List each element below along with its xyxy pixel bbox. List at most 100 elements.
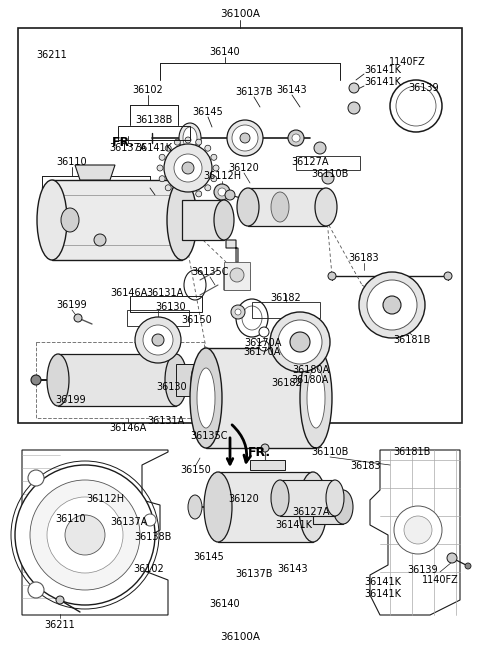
Circle shape [214,184,230,200]
Circle shape [56,596,64,604]
Bar [130,296,202,312]
Ellipse shape [190,348,222,448]
Bar [127,310,189,326]
Text: 36139: 36139 [408,83,439,93]
Text: 36137B: 36137B [235,87,273,97]
Ellipse shape [242,306,262,330]
Ellipse shape [232,125,258,151]
Circle shape [225,190,235,200]
Ellipse shape [315,188,337,226]
Circle shape [261,444,269,452]
Circle shape [213,165,219,171]
Circle shape [28,470,44,486]
Ellipse shape [333,490,353,524]
Text: 36110: 36110 [57,157,87,167]
Text: 36143: 36143 [277,563,308,574]
Text: 36120: 36120 [228,163,259,173]
Ellipse shape [299,472,327,542]
Text: 36199: 36199 [57,300,87,310]
Ellipse shape [165,354,187,406]
Ellipse shape [359,272,425,338]
Text: 36110B: 36110B [312,447,348,457]
Bar [296,156,360,170]
Text: 36139: 36139 [407,565,438,575]
Circle shape [205,185,211,191]
Circle shape [211,176,217,181]
Ellipse shape [314,142,326,154]
Text: 36137A: 36137A [109,143,147,153]
Circle shape [218,188,226,196]
Bar [36,342,204,418]
Ellipse shape [349,83,359,93]
Circle shape [196,191,202,197]
Circle shape [404,516,432,544]
Circle shape [182,162,194,174]
Ellipse shape [271,192,289,222]
Ellipse shape [94,234,106,246]
Ellipse shape [240,133,250,143]
Circle shape [196,139,202,145]
Text: 36141K: 36141K [135,143,172,153]
Circle shape [447,553,457,563]
Ellipse shape [237,188,259,226]
Text: 1140FZ: 1140FZ [421,575,458,585]
Circle shape [185,193,191,199]
Text: 36127A: 36127A [291,157,329,167]
Ellipse shape [227,120,263,156]
Polygon shape [370,450,460,615]
Ellipse shape [278,320,322,364]
Circle shape [31,375,41,385]
Bar [18,28,462,423]
Text: 36181B: 36181B [393,335,431,345]
Bar [182,200,224,240]
Bar [52,180,182,260]
Ellipse shape [152,334,164,346]
Circle shape [259,327,269,337]
Text: 36137A: 36137A [110,517,147,527]
Text: 36135C: 36135C [191,267,229,277]
Circle shape [15,465,155,605]
Ellipse shape [135,317,181,363]
Ellipse shape [179,123,201,153]
Circle shape [174,191,180,197]
Text: 36140: 36140 [210,47,240,57]
Polygon shape [22,450,168,615]
Polygon shape [250,460,285,470]
Circle shape [205,145,211,151]
Circle shape [28,582,44,598]
Text: 36110B: 36110B [312,168,349,179]
Text: 36130: 36130 [156,302,186,312]
Circle shape [65,515,105,555]
Text: 36138B: 36138B [135,115,173,125]
Circle shape [157,165,163,171]
Text: 36135C: 36135C [190,430,228,441]
Polygon shape [75,165,115,180]
Ellipse shape [167,180,197,260]
Ellipse shape [191,364,205,396]
Text: 36150: 36150 [180,465,211,475]
Circle shape [259,341,269,351]
Text: FR.: FR. [248,447,271,460]
Ellipse shape [197,368,215,428]
Circle shape [211,155,217,160]
Ellipse shape [61,208,79,232]
Text: 36131A: 36131A [146,288,184,298]
Circle shape [444,272,452,280]
Ellipse shape [270,312,330,372]
Ellipse shape [348,102,360,114]
Text: 36138B: 36138B [134,532,171,542]
Text: 36137B: 36137B [236,569,273,579]
Text: 36141K: 36141K [364,77,401,87]
Bar [224,262,250,290]
Text: 36183: 36183 [348,253,379,263]
Ellipse shape [367,280,417,330]
Circle shape [235,309,241,315]
Text: 36141K: 36141K [364,65,401,75]
Circle shape [174,154,202,182]
Bar [280,480,335,516]
Circle shape [174,139,180,145]
Text: 36211: 36211 [36,50,67,60]
Circle shape [231,305,245,319]
Text: 36141K: 36141K [275,520,312,531]
Text: 36130: 36130 [156,382,187,392]
